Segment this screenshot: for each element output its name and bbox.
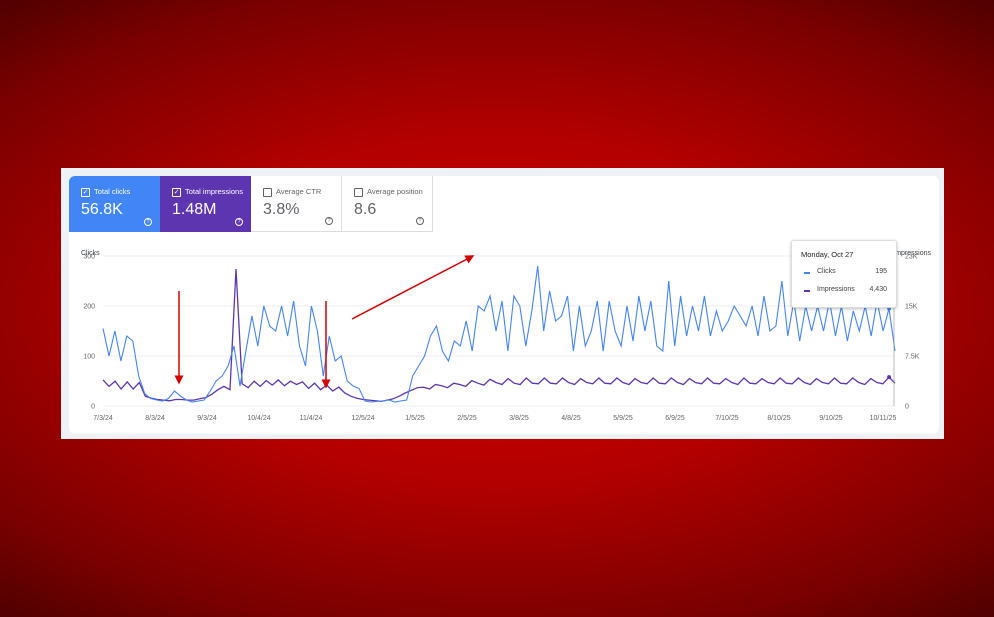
left-tick-label: 300 bbox=[83, 254, 95, 261]
tooltip-row-impressions: Impressions 4,430 bbox=[801, 286, 887, 296]
checkbox-checked-icon[interactable]: ✓ bbox=[81, 188, 90, 197]
checkbox-unchecked-icon[interactable] bbox=[354, 188, 363, 197]
x-tick-label: 4/8/25 bbox=[561, 415, 581, 422]
metric-average-position[interactable]: Average position 8.6 ? bbox=[342, 176, 433, 232]
x-tick-label: 1/5/25 bbox=[405, 415, 425, 422]
help-icon[interactable]: ? bbox=[416, 217, 424, 225]
x-tick-label: 5/9/25 bbox=[613, 415, 633, 422]
right-tick-label: 0 bbox=[905, 404, 909, 411]
metric-label: Average CTR bbox=[276, 187, 322, 196]
metric-label: Total impressions bbox=[185, 187, 243, 196]
left-axis-ticks: 300 200 100 0 bbox=[83, 254, 95, 411]
legend-dash-icon bbox=[804, 290, 810, 292]
tooltip-series-value: 195 bbox=[875, 268, 887, 275]
left-tick-label: 100 bbox=[83, 354, 95, 361]
x-tick-label: 9/10/25 bbox=[819, 415, 842, 422]
help-icon[interactable]: ? bbox=[325, 217, 333, 225]
legend-dash-icon bbox=[804, 272, 810, 274]
tooltip-row-clicks: Clicks 195 bbox=[801, 268, 887, 278]
metric-label: Average position bbox=[367, 187, 423, 196]
metric-total-impressions[interactable]: ✓ Total impressions 1.48M ? bbox=[160, 176, 251, 232]
tooltip-date: Monday, Oct 27 bbox=[801, 250, 854, 259]
tooltip-series-name: Impressions bbox=[817, 286, 855, 293]
search-performance-panel: ✓ Total clicks 56.8K ? ✓ Total impressio… bbox=[61, 168, 944, 439]
tooltip-series-name: Clicks bbox=[817, 268, 836, 275]
annotation-arrow-up bbox=[351, 255, 475, 320]
hover-point-impressions bbox=[887, 375, 892, 380]
right-tick-label: 15K bbox=[905, 304, 918, 311]
x-axis-ticks: 7/3/24 8/3/24 9/3/24 10/4/24 11/4/24 12/5/24 1… bbox=[93, 415, 896, 422]
x-tick-label: 12/5/24 bbox=[351, 415, 374, 422]
x-tick-label: 3/8/25 bbox=[509, 415, 529, 422]
x-tick-label: 8/3/24 bbox=[145, 415, 165, 422]
help-icon[interactable]: ? bbox=[235, 218, 243, 226]
performance-chart[interactable]: Clicks Impressions 300 200 100 0 23K 15K 7.5K… bbox=[69, 176, 939, 434]
x-tick-label: 7/3/24 bbox=[93, 415, 113, 422]
right-axis-title: Impressions bbox=[893, 250, 931, 257]
left-axis-title: Clicks bbox=[81, 250, 100, 257]
x-tick-label: 7/10/25 bbox=[715, 415, 738, 422]
metric-value: 3.8% bbox=[263, 201, 300, 218]
chart-tooltip: Monday, Oct 27 Clicks 195 Impressions 4,… bbox=[791, 240, 897, 308]
left-tick-label: 0 bbox=[91, 404, 95, 411]
metric-value: 8.6 bbox=[354, 201, 377, 218]
right-tick-label: 23K bbox=[905, 254, 918, 261]
metric-value: 1.48M bbox=[172, 201, 217, 218]
checkbox-unchecked-icon[interactable] bbox=[263, 188, 272, 197]
x-tick-label: 8/10/25 bbox=[767, 415, 790, 422]
series-line-impressions bbox=[102, 268, 896, 403]
metric-value: 56.8K bbox=[81, 201, 123, 218]
series-line-clicks bbox=[102, 265, 896, 403]
left-tick-label: 200 bbox=[83, 304, 95, 311]
tooltip-series-value: 4,430 bbox=[869, 286, 887, 293]
x-tick-label: 6/9/25 bbox=[665, 415, 685, 422]
performance-card: ✓ Total clicks 56.8K ? ✓ Total impressio… bbox=[69, 176, 939, 434]
metric-label: Total clicks bbox=[94, 187, 131, 196]
x-tick-label: 9/3/24 bbox=[197, 415, 217, 422]
help-icon[interactable]: ? bbox=[144, 218, 152, 226]
x-tick-label: 11/4/24 bbox=[300, 415, 323, 422]
x-tick-label: 2/5/25 bbox=[457, 415, 477, 422]
checkbox-checked-icon[interactable]: ✓ bbox=[172, 188, 181, 197]
metric-total-clicks[interactable]: ✓ Total clicks 56.8K ? bbox=[69, 176, 160, 232]
right-axis-ticks: 23K 15K 7.5K 0 bbox=[905, 254, 920, 411]
metric-average-ctr[interactable]: Average CTR 3.8% ? bbox=[251, 176, 342, 232]
x-tick-label: 10/11/25 bbox=[870, 415, 897, 422]
x-tick-label: 10/4/24 bbox=[247, 415, 270, 422]
right-tick-label: 7.5K bbox=[905, 354, 920, 361]
